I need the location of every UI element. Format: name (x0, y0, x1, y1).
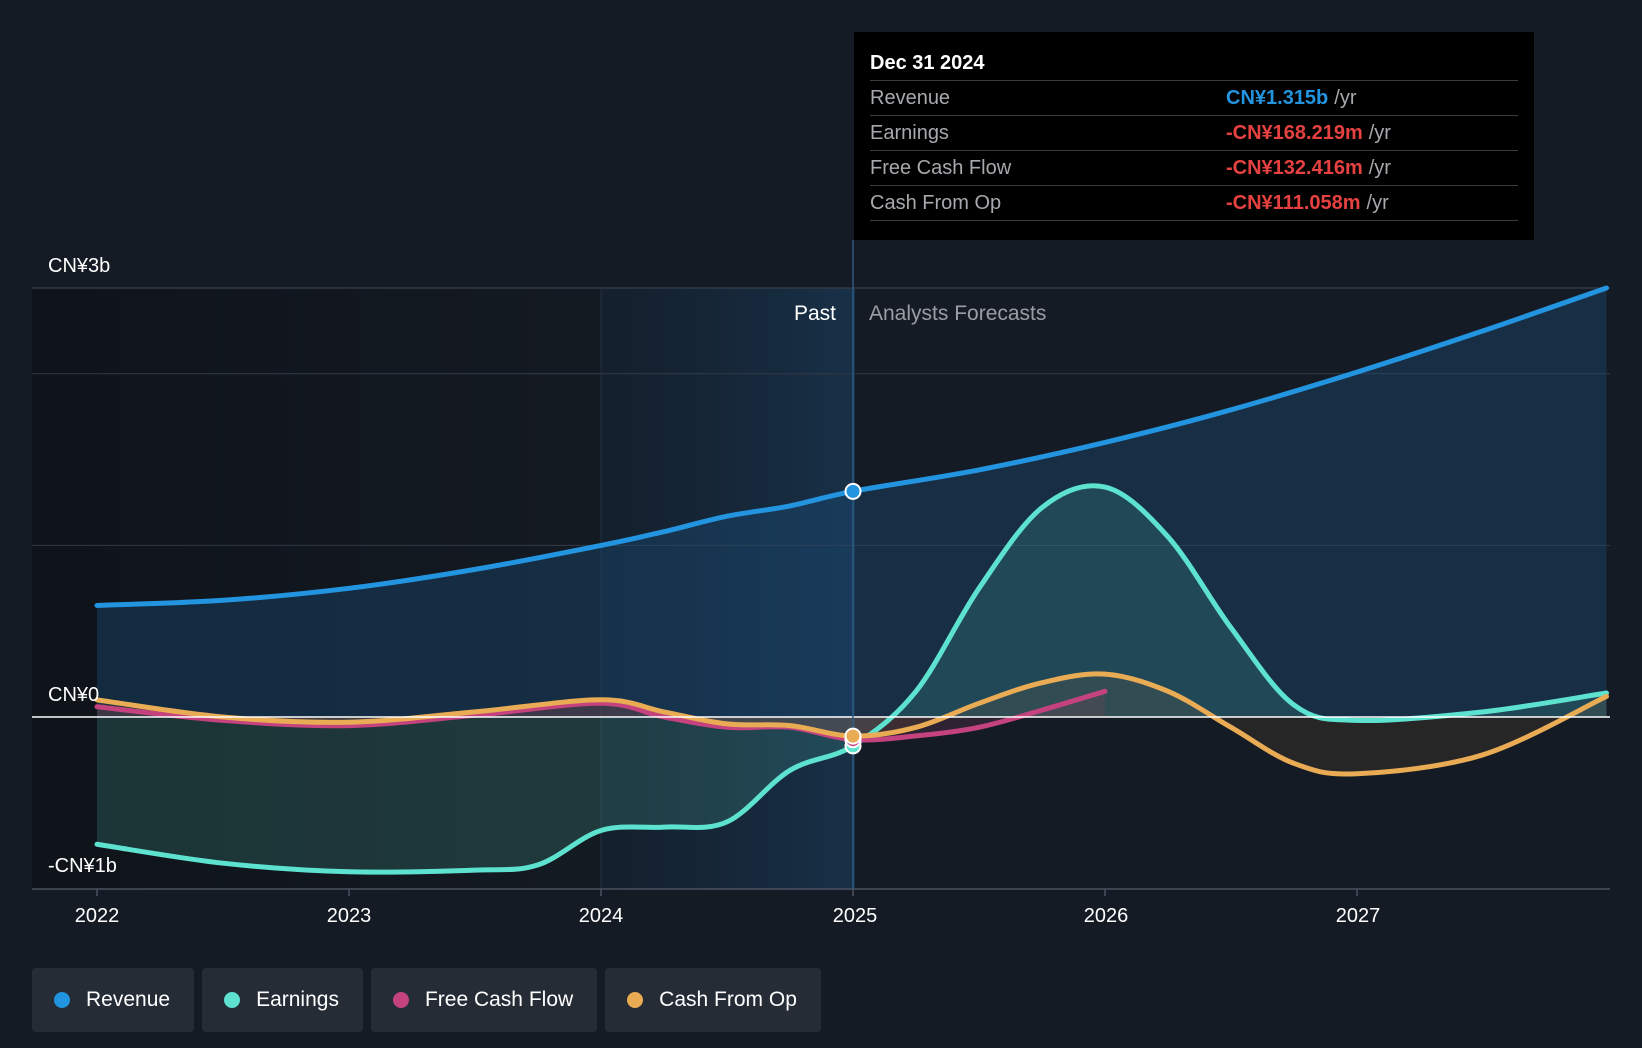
legend-item-free-cash-flow[interactable]: Free Cash Flow (370, 968, 598, 1032)
tooltip-value: CN¥1.315b (1226, 87, 1329, 109)
tooltip-value: -CN¥168.219m (1226, 122, 1363, 144)
earnings-area (97, 485, 1607, 873)
x-tick-2022: 2022 (75, 905, 120, 927)
x-tick-2023: 2023 (327, 905, 372, 927)
tooltip-panel: Dec 31 2024 Revenue CN¥1.315b /yr Earnin… (854, 32, 1534, 240)
legend-item-revenue[interactable]: Revenue (32, 968, 195, 1032)
tooltip-row-revenue: Revenue CN¥1.315b /yr (870, 80, 1518, 115)
legend-dot-icon (392, 992, 409, 1008)
x-tick-2026: 2026 (1084, 905, 1129, 927)
tooltip-date: Dec 31 2024 (870, 52, 985, 74)
y-label-bottom: -CN¥1b (48, 855, 117, 877)
forecast-label: Analysts Forecasts (869, 302, 1046, 325)
legend-label: Revenue (86, 988, 171, 1011)
y-label-zero: CN¥0 (48, 684, 99, 706)
tooltip-label: Cash From Op (870, 192, 1002, 214)
past-label: Past (794, 302, 836, 325)
tooltip-unit: /yr (1334, 87, 1357, 109)
tooltip-label: Revenue (870, 87, 951, 109)
tooltip-value: -CN¥132.416m (1226, 157, 1363, 179)
x-tick-2024: 2024 (579, 905, 624, 927)
tooltip-unit: /yr (1366, 192, 1389, 214)
past-background (32, 288, 601, 889)
y-label-top: CN¥3b (48, 255, 110, 277)
hover-markers (844, 482, 862, 755)
tooltip-row-free-cash-flow: Free Cash Flow -CN¥132.416m /yr (870, 150, 1518, 185)
legend-label: Earnings (256, 988, 339, 1011)
legend: Revenue Earnings Free Cash Flow Cash Fro… (32, 968, 821, 1032)
tooltip-value: -CN¥111.058m (1226, 192, 1361, 214)
legend-label: Free Cash Flow (424, 988, 574, 1011)
highlight-band (601, 288, 855, 889)
axes (32, 240, 1610, 896)
legend-dot-icon (627, 992, 644, 1008)
free-cash-flow-line (94, 688, 1108, 743)
legend-dot-icon (224, 992, 241, 1008)
revenue-line (94, 285, 1609, 608)
legend-dot-icon (54, 992, 70, 1008)
tooltip-label: Earnings (870, 122, 949, 144)
legend-item-earnings[interactable]: Earnings (202, 968, 363, 1032)
earnings-line (94, 483, 1609, 875)
legend-label: Cash From Op (659, 988, 797, 1011)
tooltip-label: Free Cash Flow (870, 157, 1012, 179)
cash-from-op-area (97, 673, 1607, 775)
revenue-marker (844, 482, 862, 500)
tooltip-unit: /yr (1368, 122, 1391, 144)
x-tick-2025: 2025 (833, 905, 878, 927)
x-tick-2027: 2027 (1336, 905, 1381, 927)
tooltip-row-cash-from-op: Cash From Op -CN¥111.058m /yr (870, 185, 1518, 221)
revenue-area (97, 288, 1607, 717)
tooltip-row-earnings: Earnings -CN¥168.219m /yr (870, 115, 1518, 150)
tooltip-unit: /yr (1368, 157, 1391, 179)
cash-from-op-marker (844, 727, 862, 745)
legend-item-cash-from-op[interactable]: Cash From Op (605, 968, 821, 1032)
